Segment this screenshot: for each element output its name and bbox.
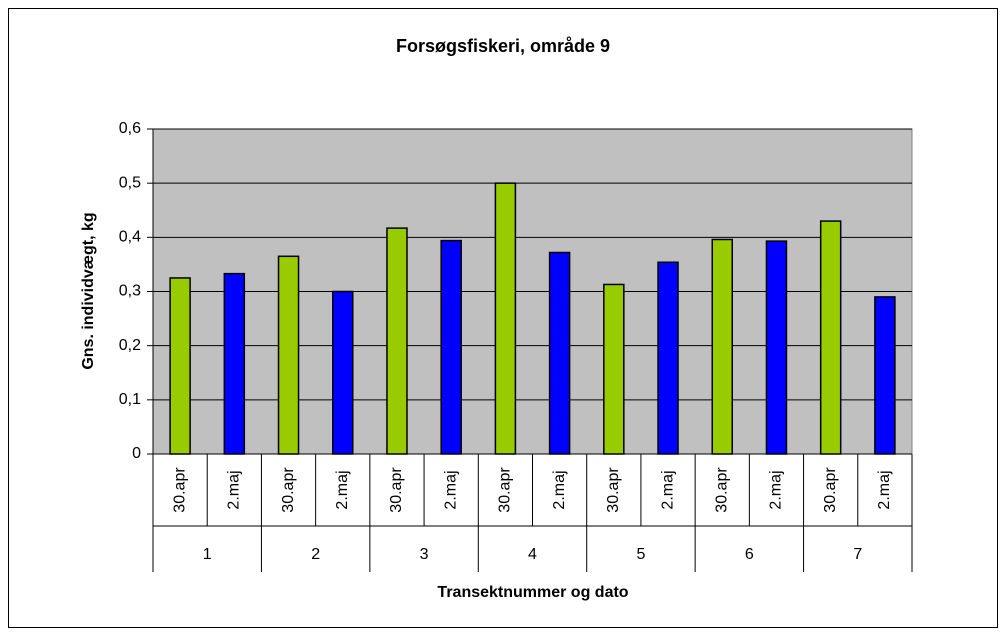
bar: [603, 283, 625, 455]
y-tick-label: 0,5: [119, 174, 141, 191]
x-tick-label: 30.apr: [388, 467, 405, 513]
x-tick-label: 30.apr: [822, 467, 839, 513]
y-tick-label: 0,4: [119, 229, 141, 246]
x-tick-label: 30.apr: [713, 467, 730, 513]
y-axis-title: Gns. individvægt, kg: [80, 212, 97, 369]
bar: [657, 261, 679, 455]
group-label: 3: [420, 546, 429, 563]
x-tick-label: 30.apr: [171, 467, 188, 513]
bar: [332, 290, 354, 455]
group-label: 5: [636, 546, 645, 563]
y-tick-label: 0: [132, 445, 141, 462]
bar: [440, 239, 462, 455]
x-tick-label: 2.maj: [442, 470, 459, 509]
group-label: 7: [853, 546, 862, 563]
x-tick-label: 2.maj: [876, 470, 893, 509]
bar: [277, 255, 300, 455]
y-tick-label: 0,2: [119, 337, 141, 354]
group-label: 1: [203, 546, 212, 563]
x-tick-label: 2.maj: [551, 470, 568, 509]
x-tick-label: 2.maj: [659, 470, 676, 509]
x-axis-title: Transektnummer og dato: [437, 584, 628, 601]
bar: [494, 182, 517, 455]
bar: [711, 238, 733, 455]
x-tick-label: 30.apr: [497, 467, 514, 513]
bar: [386, 227, 408, 455]
group-label: 4: [528, 546, 537, 563]
bar: [874, 296, 896, 455]
group-label: 6: [745, 546, 754, 563]
chart-title: Forsøgsfiskeri, område 9: [396, 36, 610, 56]
bar: [765, 240, 788, 455]
x-tick-label: 2.maj: [226, 470, 243, 509]
y-tick-label: 0,6: [119, 120, 141, 137]
bar: [548, 251, 571, 455]
x-tick-label: 30.apr: [605, 467, 622, 513]
bar: [223, 272, 246, 455]
x-tick-label: 2.maj: [768, 470, 785, 509]
x-tick-label: 30.apr: [280, 467, 297, 513]
bar: [819, 220, 842, 455]
y-tick-label: 0,3: [119, 283, 141, 300]
x-tick-label: 2.maj: [334, 470, 351, 509]
bar: [169, 277, 191, 455]
group-label: 2: [311, 546, 320, 563]
y-tick-label: 0,1: [119, 391, 141, 408]
